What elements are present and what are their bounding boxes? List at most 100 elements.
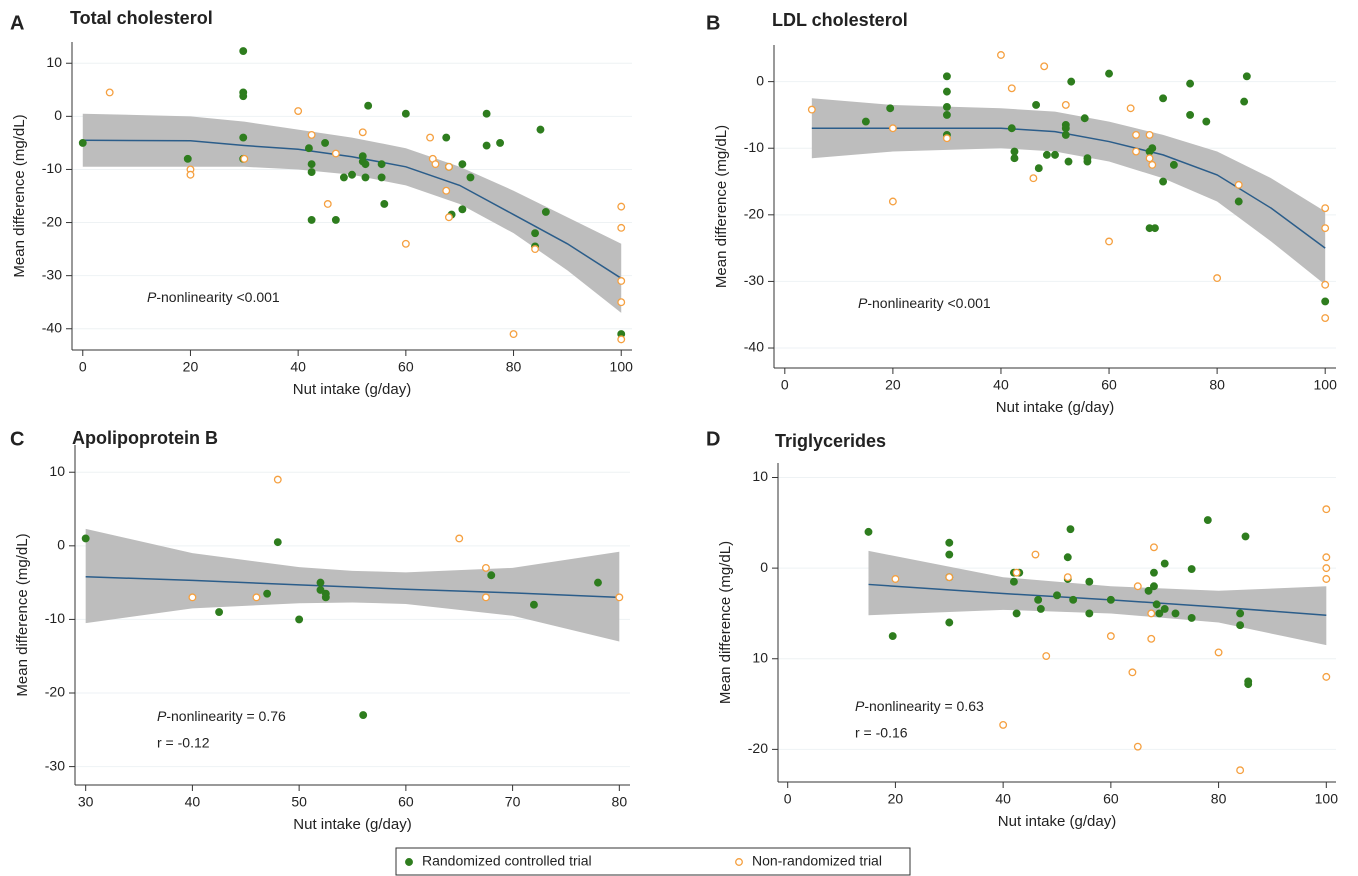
y-tick-label: -30 <box>42 266 62 282</box>
x-tick-label: 80 <box>612 794 628 810</box>
annotation-italic: P <box>157 708 167 724</box>
data-point <box>496 138 505 147</box>
confidence-band <box>868 550 1327 646</box>
data-point <box>1032 100 1041 109</box>
data-point <box>888 197 897 206</box>
y-axis-label: Mean difference (mg/dL) <box>14 533 31 696</box>
data-point <box>1322 575 1331 583</box>
data-point <box>186 170 195 179</box>
data-point <box>1159 94 1168 103</box>
data-point <box>1152 600 1161 609</box>
confidence-band <box>811 98 1326 285</box>
y-tick-label: -20 <box>748 740 768 756</box>
data-point <box>1010 147 1019 156</box>
legend-marker <box>735 858 743 866</box>
x-tick-label: 80 <box>1209 377 1225 393</box>
data-point <box>1160 604 1169 613</box>
data-point <box>331 149 340 158</box>
annotation: P-nonlinearity <0.001 <box>147 289 280 305</box>
data-point <box>321 593 330 602</box>
data-point <box>401 109 410 118</box>
data-point <box>1236 621 1245 630</box>
data-point <box>444 213 453 222</box>
y-tick-label: -10 <box>744 139 764 155</box>
data-point <box>1034 595 1043 604</box>
data-point <box>942 134 951 143</box>
data-point <box>617 223 626 232</box>
y-tick-label: -40 <box>42 319 62 335</box>
x-tick-label: 30 <box>78 794 94 810</box>
data-point <box>1240 97 1249 106</box>
data-point <box>1145 130 1154 139</box>
x-axis-label: Nut intake (g/day) <box>996 399 1114 416</box>
data-point <box>617 298 626 307</box>
annotation-r: r = -0.12 <box>157 735 210 751</box>
data-point <box>377 160 386 169</box>
data-point <box>1213 274 1222 283</box>
data-point <box>240 154 249 163</box>
data-point <box>431 160 440 169</box>
data-point <box>615 593 624 602</box>
y-tick-label: 10 <box>46 54 62 70</box>
x-tick-label: 20 <box>888 791 904 807</box>
data-point <box>1042 150 1051 159</box>
confidence-band <box>85 528 620 642</box>
data-point <box>1321 314 1330 323</box>
data-point <box>1080 114 1089 123</box>
data-point <box>1126 104 1135 113</box>
data-point <box>1085 577 1094 586</box>
data-point <box>1133 582 1142 591</box>
x-tick-label: 40 <box>995 791 1011 807</box>
data-point <box>239 92 248 101</box>
data-point <box>888 632 897 641</box>
data-point <box>487 571 496 580</box>
data-point <box>1202 117 1211 126</box>
data-point <box>380 200 389 208</box>
data-point <box>359 711 368 720</box>
data-point <box>1063 553 1072 562</box>
data-point <box>1061 130 1070 139</box>
data-point <box>1010 154 1019 163</box>
data-point <box>1186 79 1195 88</box>
data-point <box>617 335 626 344</box>
legend-marker <box>405 858 413 866</box>
data-point <box>1128 668 1137 677</box>
data-point <box>307 168 316 177</box>
data-point <box>1106 632 1115 641</box>
fit-line <box>811 127 1326 249</box>
data-point <box>942 110 951 119</box>
data-point <box>1322 564 1331 573</box>
y-tick-label: -30 <box>45 757 65 773</box>
y-tick-label: -20 <box>45 684 65 700</box>
data-point <box>263 589 272 598</box>
data-point <box>1036 604 1045 613</box>
data-point <box>886 104 895 113</box>
panel-letter: A <box>10 12 24 34</box>
data-point <box>1149 568 1158 577</box>
x-tick-label: 0 <box>784 791 792 807</box>
x-axis-label: Nut intake (g/day) <box>998 813 1116 830</box>
x-tick-label: 20 <box>885 377 901 393</box>
annotation: P-nonlinearity <0.001 <box>858 295 991 311</box>
data-point <box>401 239 410 248</box>
panel-title: Triglycerides <box>775 431 886 451</box>
data-point <box>1031 550 1040 559</box>
data-point <box>307 130 316 139</box>
data-point <box>1203 516 1212 525</box>
data-point <box>945 550 954 559</box>
data-point <box>239 133 248 142</box>
data-point <box>1132 147 1141 156</box>
data-point <box>861 117 870 126</box>
data-point <box>215 608 224 617</box>
data-point <box>1149 582 1158 591</box>
data-point <box>1322 505 1331 514</box>
data-point <box>348 170 356 179</box>
x-tick-label: 0 <box>781 377 789 393</box>
data-point <box>945 618 954 627</box>
data-point <box>1244 680 1253 689</box>
data-point <box>316 586 325 594</box>
data-point <box>1083 157 1092 166</box>
data-point <box>1322 672 1331 681</box>
x-tick-label: 40 <box>993 377 1009 393</box>
y-axis-label: Mean difference (mg/dL) <box>11 114 28 277</box>
